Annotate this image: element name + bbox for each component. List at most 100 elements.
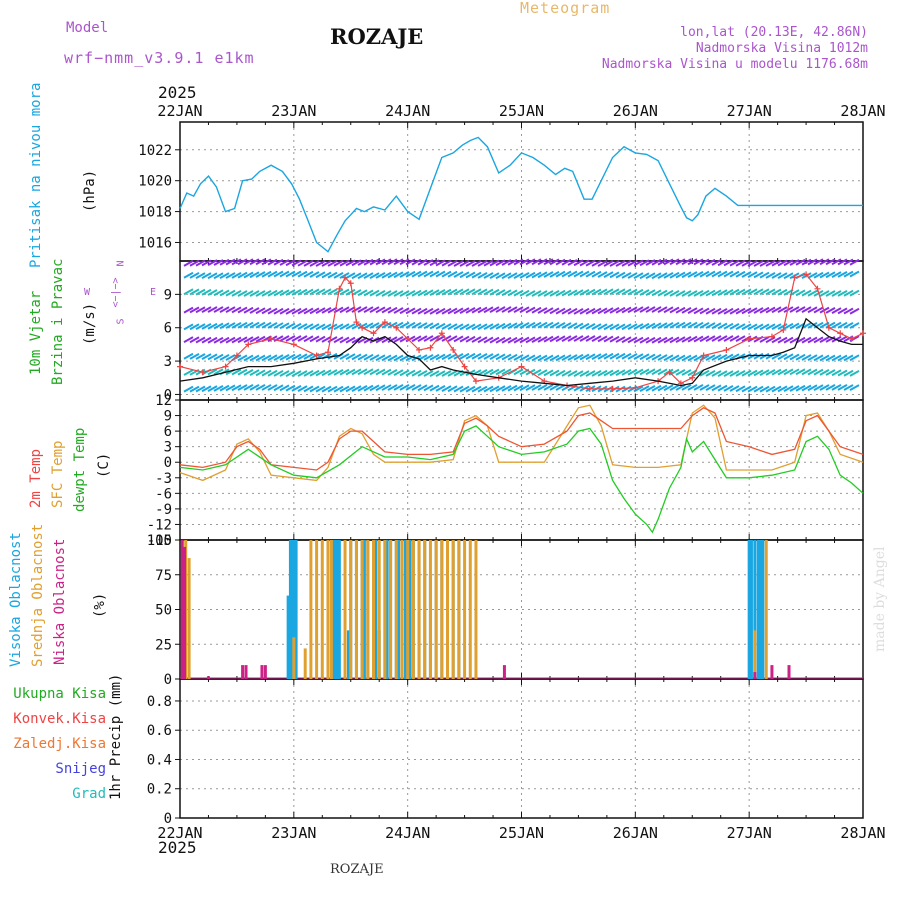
xtick-label-top: 23JAN (271, 102, 316, 120)
wind-arrow (207, 353, 218, 361)
wind-arrow (309, 323, 320, 331)
wind-arrow (417, 289, 428, 297)
wind-arrow (207, 259, 218, 267)
wind-arrow (399, 369, 410, 377)
wind-arrow (567, 335, 578, 342)
wind-arrow (387, 368, 398, 376)
wind-arrow (549, 321, 560, 329)
wind-arrow (375, 368, 386, 376)
wind-arrow (357, 368, 368, 376)
wind-arrow (567, 322, 578, 330)
wind-arrow (585, 307, 596, 315)
wind-arrow (495, 289, 506, 296)
wind-arrow (663, 354, 674, 362)
wind-arrow (279, 322, 290, 330)
wind-arrow (507, 272, 518, 280)
wind-arrow (615, 271, 626, 279)
wind-arrow (441, 307, 452, 315)
mid-cloud-bar (423, 540, 427, 679)
wind-arrow (309, 271, 320, 278)
mid-cloud-bar (411, 540, 415, 679)
wind-arrow (219, 336, 230, 344)
wind-arrow (219, 306, 230, 313)
wind-arrow (285, 289, 296, 296)
wind-arrow (759, 288, 770, 296)
wind-gust-marker (381, 319, 388, 326)
wind-arrow (267, 322, 278, 329)
wind-arrow (795, 384, 806, 392)
wind-gust-marker (746, 335, 753, 342)
low-cloud-bar (770, 665, 774, 679)
wind-arrow (357, 289, 368, 297)
ytick-label: 1020 (138, 174, 172, 190)
wind-arrow (405, 270, 416, 278)
wind-arrow (387, 290, 398, 297)
wind-arrow (735, 370, 746, 377)
wind-arrow (807, 272, 818, 279)
wind-arrow (549, 354, 560, 362)
xtick-label-bottom: 22JAN (157, 824, 202, 842)
wind-arrow (573, 307, 584, 315)
wind-arrow (399, 258, 410, 266)
ytick-label: -12 (147, 517, 172, 533)
wind-arrow (411, 270, 422, 278)
wind-arrow (705, 289, 716, 297)
wind-arrow (495, 336, 506, 344)
wind-arrow (501, 289, 512, 297)
wind-arrow (621, 336, 632, 344)
wind-arrow (189, 323, 200, 331)
wind-arrow (549, 369, 560, 377)
wind-arrow (513, 384, 524, 392)
wind-arrow (303, 385, 314, 393)
wind-arrow (435, 307, 446, 315)
wind-arrow (459, 335, 470, 343)
wind-arrow (573, 384, 584, 392)
wind-gust-marker (342, 274, 349, 281)
high-cloud-bar (286, 595, 290, 679)
wind-arrow (273, 270, 284, 278)
wind-arrow (609, 369, 620, 377)
wind-arrow (783, 259, 794, 267)
wind-arrow (405, 290, 416, 297)
wind-arrow (669, 321, 680, 329)
mid-cloud-bar (349, 540, 353, 679)
wind-arrow (567, 259, 578, 266)
wind-arrow (213, 289, 224, 297)
wind-arrow (411, 307, 422, 315)
wind-arrow (363, 353, 374, 361)
wind-arrow (555, 321, 566, 329)
wind-arrow (183, 352, 194, 360)
wind-arrow (495, 322, 506, 330)
wind-arrow (297, 288, 308, 296)
wind-arrow (291, 335, 302, 342)
wind-arrow (393, 307, 404, 314)
wind-arrow (285, 384, 296, 392)
ytick-label: 9 (164, 287, 172, 303)
wind-arrow (843, 270, 854, 278)
wind-arrow (261, 307, 272, 315)
wind-arrow (753, 385, 764, 393)
wind-arrow (555, 335, 566, 343)
wind-arrow (375, 336, 386, 344)
wind-arrow (537, 307, 548, 314)
wind-arrow (717, 353, 728, 361)
wind-arrow (339, 323, 350, 330)
wind-arrow (543, 383, 554, 391)
wind-arrow (471, 385, 482, 393)
wind-arrow (459, 352, 470, 360)
wind-arrow (849, 270, 860, 278)
wind-gust-marker (313, 352, 320, 359)
wind-arrow (669, 336, 680, 344)
wind-arrow (285, 259, 296, 267)
wind-arrow (567, 354, 578, 361)
wind-arrow (309, 369, 320, 377)
wind-arrow (669, 271, 680, 279)
wind-arrow (525, 290, 536, 297)
wind-arrow (615, 288, 626, 296)
wind-arrow (843, 384, 854, 391)
wind-arrow (345, 368, 356, 376)
wind-arrow (399, 290, 410, 297)
wind-arrow (369, 354, 380, 361)
wind-arrow (315, 260, 326, 267)
wind-arrow (681, 369, 692, 376)
